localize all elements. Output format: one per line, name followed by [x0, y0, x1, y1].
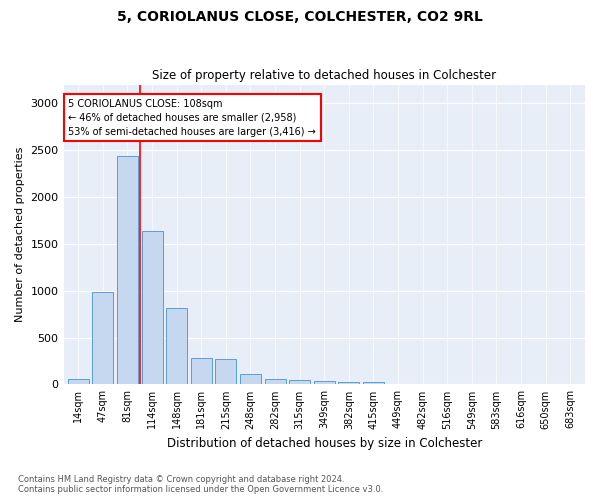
X-axis label: Distribution of detached houses by size in Colchester: Distribution of detached houses by size …: [167, 437, 482, 450]
Bar: [314, 381, 335, 384]
Bar: [363, 382, 384, 384]
Text: Contains HM Land Registry data © Crown copyright and database right 2024.: Contains HM Land Registry data © Crown c…: [18, 476, 344, 484]
Bar: [92, 292, 113, 384]
Bar: [265, 380, 286, 384]
Bar: [117, 156, 138, 384]
Bar: [142, 230, 163, 384]
Bar: [68, 380, 89, 384]
Bar: [215, 358, 236, 384]
Bar: [191, 358, 212, 384]
Text: Contains public sector information licensed under the Open Government Licence v3: Contains public sector information licen…: [18, 486, 383, 494]
Text: 5, CORIOLANUS CLOSE, COLCHESTER, CO2 9RL: 5, CORIOLANUS CLOSE, COLCHESTER, CO2 9RL: [117, 10, 483, 24]
Text: 5 CORIOLANUS CLOSE: 108sqm
← 46% of detached houses are smaller (2,958)
53% of s: 5 CORIOLANUS CLOSE: 108sqm ← 46% of deta…: [68, 98, 316, 136]
Bar: [338, 382, 359, 384]
Y-axis label: Number of detached properties: Number of detached properties: [15, 147, 25, 322]
Title: Size of property relative to detached houses in Colchester: Size of property relative to detached ho…: [152, 69, 496, 82]
Bar: [240, 374, 261, 384]
Bar: [289, 380, 310, 384]
Bar: [166, 308, 187, 384]
